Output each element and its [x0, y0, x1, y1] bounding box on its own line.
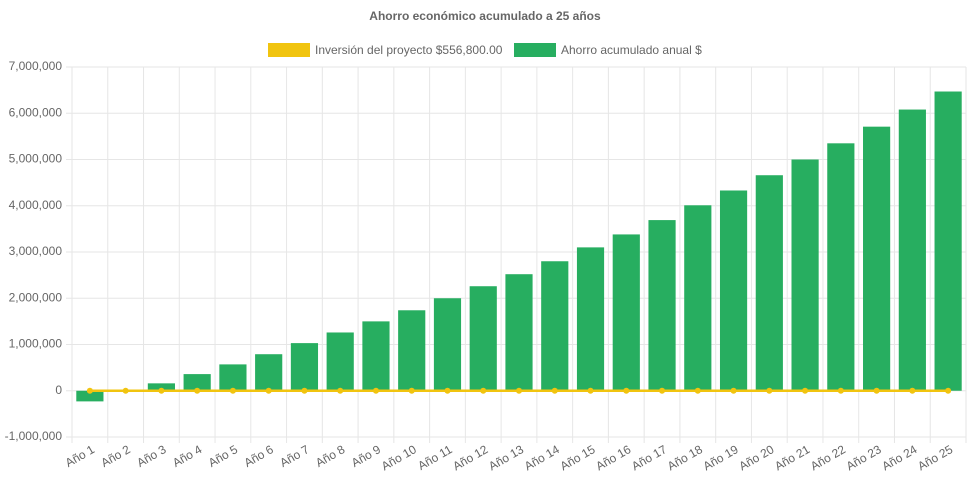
y-tick-label: 0 — [55, 383, 62, 397]
bar — [290, 343, 319, 391]
bar — [433, 298, 462, 391]
bar — [76, 390, 104, 402]
y-tick-label: 1,000,000 — [9, 337, 63, 351]
line-point — [837, 387, 844, 394]
line-point — [766, 387, 773, 394]
x-tick-label: Año 5 — [206, 442, 240, 470]
line-point — [873, 387, 880, 394]
x-tick-label: Año 6 — [242, 442, 276, 470]
bar — [576, 247, 605, 391]
line-point — [444, 387, 451, 394]
x-tick-label: Año 9 — [349, 442, 383, 470]
y-tick-label: 5,000,000 — [9, 152, 63, 166]
y-tick-label: 2,000,000 — [9, 290, 63, 304]
bar — [398, 310, 426, 391]
line-point — [730, 387, 737, 394]
x-tick-label: Año 10 — [379, 442, 419, 473]
line-point — [909, 387, 916, 394]
x-tick-label: Año 17 — [629, 442, 669, 473]
bar — [362, 321, 390, 391]
bar — [183, 374, 211, 391]
x-tick-label: Año 7 — [277, 442, 311, 470]
bar — [863, 126, 891, 391]
line-point — [158, 387, 165, 394]
x-tick-label: Año 13 — [486, 442, 526, 473]
line-point — [480, 387, 487, 394]
line-point — [802, 387, 809, 394]
line-point — [623, 387, 630, 394]
x-tick-label: Año 25 — [915, 442, 955, 473]
x-tick-label: Año 4 — [170, 442, 204, 470]
bar — [219, 364, 247, 391]
bar — [827, 143, 855, 391]
bar — [684, 205, 712, 391]
bar — [505, 274, 533, 391]
x-tick-label: Año 12 — [450, 442, 490, 473]
x-tick-label: Año 21 — [772, 442, 812, 473]
line-point — [408, 387, 415, 394]
x-tick-label: Año 3 — [134, 442, 168, 470]
x-tick-label: Año 16 — [593, 442, 633, 473]
x-tick-label: Año 19 — [701, 442, 741, 473]
x-tick-label: Año 2 — [99, 442, 133, 470]
legend-label: Inversión del proyecto $556,800.00 — [315, 43, 503, 57]
bar — [755, 175, 783, 391]
line-point — [516, 387, 522, 394]
line-point — [945, 387, 952, 394]
y-tick-label: -1,000,000 — [5, 429, 63, 443]
line-point — [659, 387, 666, 394]
bar — [791, 159, 819, 391]
x-tick-label: Año 23 — [844, 442, 884, 473]
bar — [719, 190, 748, 391]
x-tick-label: Año 22 — [808, 442, 848, 473]
bar — [648, 220, 676, 391]
bar — [147, 383, 175, 391]
x-tick-label: Año 11 — [415, 442, 454, 473]
x-tick-label: Año 24 — [879, 442, 919, 473]
y-tick-label: 7,000,000 — [9, 59, 63, 73]
line-point — [265, 387, 272, 394]
line-point — [694, 387, 701, 394]
y-tick-label: 4,000,000 — [9, 198, 63, 212]
line-point — [194, 387, 201, 394]
x-tick-label: Año 18 — [665, 442, 705, 473]
x-tick-label: Año 8 — [313, 442, 347, 470]
line-point — [229, 387, 236, 394]
x-tick-label: Año 15 — [558, 442, 598, 473]
legend-swatch — [514, 43, 556, 57]
line-point — [551, 387, 558, 394]
line-point — [86, 387, 93, 394]
bar — [255, 354, 283, 391]
bar — [469, 286, 497, 391]
legend-label: Ahorro acumulado anual $ — [561, 43, 702, 57]
line-point — [587, 387, 594, 394]
chart-title: Ahorro económico acumulado a 25 años — [369, 9, 601, 23]
x-tick-label: Año 20 — [736, 442, 776, 473]
line-point — [301, 387, 308, 394]
y-tick-label: 6,000,000 — [9, 105, 63, 119]
x-tick-label: Año 1 — [63, 442, 97, 470]
bar — [326, 332, 354, 391]
x-tick-label: Año 14 — [522, 442, 562, 473]
bar — [934, 91, 962, 391]
line-point — [122, 387, 129, 394]
line-point — [337, 387, 344, 394]
bar — [612, 234, 640, 391]
bar — [898, 109, 926, 391]
bar — [541, 261, 569, 391]
line-point — [372, 387, 379, 394]
y-tick-label: 3,000,000 — [9, 244, 63, 258]
legend-swatch — [268, 43, 310, 57]
